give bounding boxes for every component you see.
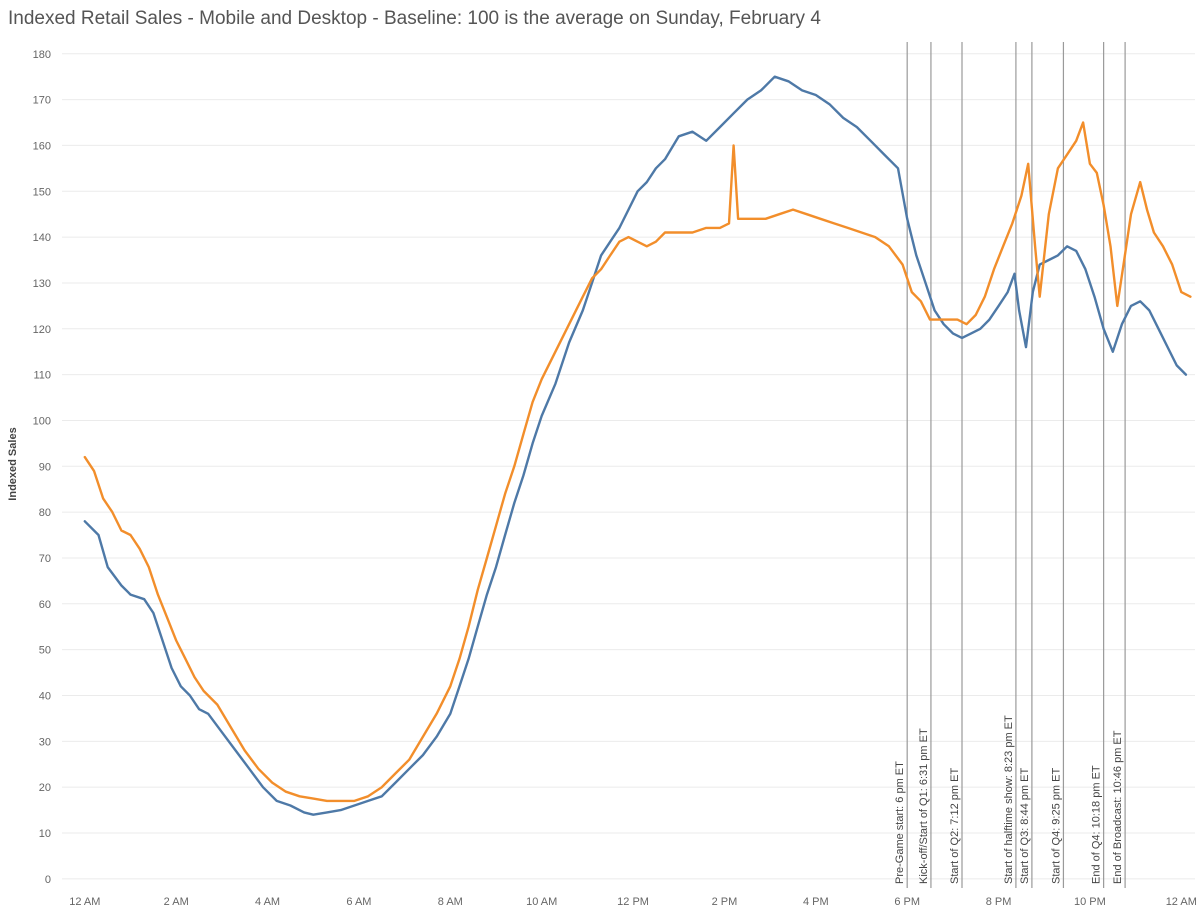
x-tick-label: 6 AM: [346, 896, 371, 908]
chart-title: Indexed Retail Sales - Mobile and Deskto…: [8, 8, 821, 29]
y-tick-label: 30: [39, 736, 51, 748]
x-tick-label: 8 PM: [986, 896, 1012, 908]
y-axis-title: Indexed Sales: [7, 427, 19, 500]
x-tick-label: 12 PM: [617, 896, 649, 908]
x-tick-label: 12 AM: [1166, 896, 1197, 908]
y-tick-label: 80: [39, 507, 51, 519]
annotation-label: Start of halftime show: 8:23 pm ET: [1003, 715, 1015, 884]
y-tick-label: 110: [33, 370, 51, 382]
annotation-label: Start of Q3: 8:44 pm ET: [1019, 768, 1031, 884]
annotation-label: Start of Q4: 9:25 pm ET: [1050, 768, 1062, 884]
x-tick-label: 2 PM: [712, 896, 738, 908]
y-tick-label: 90: [39, 461, 51, 473]
y-tick-label: 160: [33, 140, 51, 152]
x-tick-label: 6 PM: [894, 896, 920, 908]
x-tick-label: 12 AM: [69, 896, 100, 908]
y-tick-label: 130: [33, 278, 51, 290]
y-tick-label: 170: [33, 95, 51, 107]
annotation-label: Pre-Game start: 6 pm ET: [894, 761, 906, 884]
y-tick-label: 0: [45, 874, 51, 886]
x-tick-label: 4 AM: [255, 896, 280, 908]
y-tick-label: 120: [33, 324, 51, 336]
y-tick-label: 10: [39, 828, 51, 840]
y-tick-label: 40: [39, 690, 51, 702]
annotation-label: End of Q4: 10:18 pm ET: [1091, 765, 1103, 884]
y-tick-label: 150: [33, 186, 51, 198]
y-tick-label: 100: [33, 415, 51, 427]
y-tick-label: 180: [33, 49, 51, 61]
annotation-label: End of Broadcast: 10:46 pm ET: [1112, 730, 1124, 884]
y-tick-label: 70: [39, 553, 51, 565]
y-tick-label: 60: [39, 599, 51, 611]
x-tick-label: 8 AM: [438, 896, 463, 908]
y-tick-label: 20: [39, 782, 51, 794]
x-tick-label: 4 PM: [803, 896, 829, 908]
x-tick-label: 2 AM: [164, 896, 189, 908]
series-line-2: [83, 121, 1192, 803]
x-tick-label: 10 AM: [526, 896, 557, 908]
x-tick-label: 10 PM: [1074, 896, 1106, 908]
y-tick-label: 140: [33, 232, 51, 244]
y-tick-label: 50: [39, 645, 51, 657]
annotation-label: Kick-off/Start of Q1: 6:31 pm ET: [918, 728, 930, 884]
series-line-1: [83, 75, 1188, 816]
annotation-label: Start of Q2: 7:12 pm ET: [949, 768, 961, 884]
